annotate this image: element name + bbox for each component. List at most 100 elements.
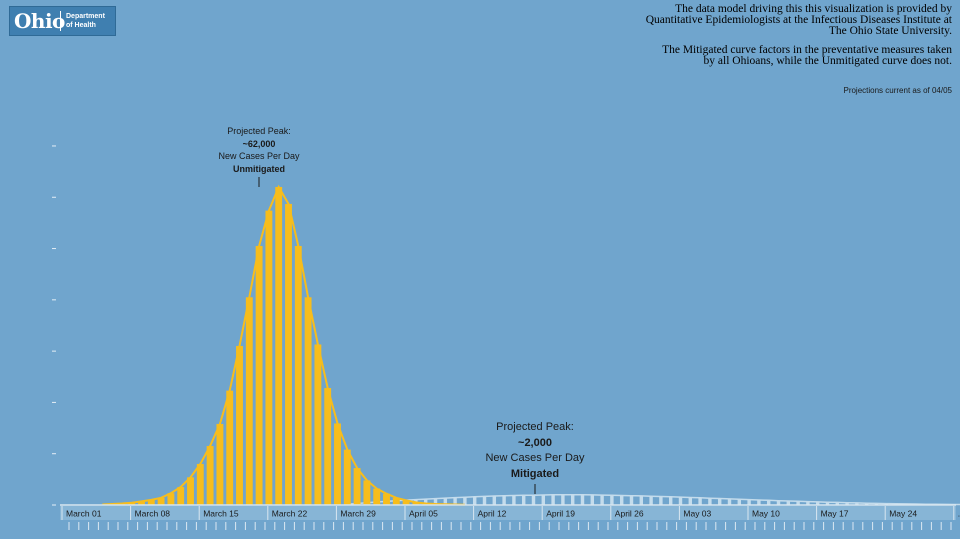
mitigated-ann-series: Mitigated bbox=[510, 467, 560, 480]
logo-text: Department of Health bbox=[66, 12, 105, 30]
x-axis-labels: March 01 March 08 March 15 March 22 March 29… bbox=[61, 506, 960, 520]
bar-mitigated bbox=[855, 502, 859, 505]
bar-mitigated bbox=[825, 502, 830, 505]
bar-mitigated bbox=[786, 500, 791, 505]
logo-divider bbox=[60, 11, 61, 31]
unmitigated-ann-heading: Projected Peak: bbox=[227, 126, 291, 136]
bar-unmitigated bbox=[177, 487, 185, 505]
x-tick-label: April 26 bbox=[615, 509, 644, 519]
bar-mitigated bbox=[776, 500, 781, 505]
bar-mitigated bbox=[737, 499, 742, 505]
bar-unmitigated bbox=[255, 245, 263, 505]
x-tick-label: April 12 bbox=[478, 509, 507, 519]
bar-unmitigated bbox=[157, 497, 165, 505]
bar-unmitigated bbox=[343, 449, 351, 505]
mitigated-ann-heading: Projected Peak: bbox=[496, 421, 574, 433]
bar-unmitigated bbox=[226, 390, 234, 505]
bar-unmitigated bbox=[138, 501, 145, 505]
bar-mitigated bbox=[639, 495, 644, 505]
bar-mitigated bbox=[600, 495, 604, 505]
bar-mitigated bbox=[541, 494, 546, 505]
bar-mitigated bbox=[482, 496, 487, 505]
bar-unmitigated bbox=[383, 493, 390, 505]
bar-unmitigated bbox=[196, 463, 204, 505]
mitigated-curve bbox=[347, 493, 960, 506]
bar-mitigated bbox=[472, 496, 477, 505]
bar-mitigated bbox=[463, 497, 467, 505]
bar-unmitigated bbox=[285, 203, 292, 505]
x-tick-label: March 08 bbox=[135, 509, 171, 519]
bar-mitigated bbox=[698, 497, 702, 505]
bar-mitigated bbox=[727, 498, 732, 505]
bar-mitigated bbox=[649, 496, 653, 505]
bar-mitigated bbox=[531, 495, 536, 505]
bar-mitigated bbox=[551, 494, 555, 505]
x-axis-minor-ticks bbox=[68, 522, 952, 530]
bar-unmitigated bbox=[363, 480, 371, 505]
x-tick-label: March 01 bbox=[66, 509, 102, 519]
bar-mitigated bbox=[610, 495, 614, 505]
projections-as-of: Projections current as of 04/05 bbox=[843, 86, 952, 95]
bar-mitigated bbox=[766, 500, 771, 505]
note-mitigated-line-2: by all Ohioans, while the Unmitigated cu… bbox=[703, 55, 952, 67]
logo-line-department: Department bbox=[66, 13, 105, 20]
bar-mitigated bbox=[796, 501, 800, 505]
unmitigated-peak-annotation: Projected Peak: ~62,000 New Cases Per Da… bbox=[199, 125, 319, 175]
bar-mitigated bbox=[619, 495, 624, 505]
bar-mitigated bbox=[423, 499, 428, 505]
bar-mitigated bbox=[580, 494, 585, 505]
bar-mitigated bbox=[502, 495, 506, 505]
bar-mitigated bbox=[845, 502, 849, 505]
bar-unmitigated bbox=[294, 245, 302, 505]
bar-unmitigated bbox=[187, 477, 194, 505]
unmitigated-ann-unit: New Cases Per Day bbox=[218, 151, 300, 161]
bar-mitigated bbox=[492, 496, 497, 505]
bar-mitigated bbox=[678, 497, 683, 505]
note-mitigated-line-1: The Mitigated curve factors in the preve… bbox=[662, 44, 952, 56]
bar-mitigated bbox=[688, 497, 693, 505]
bar-unmitigated bbox=[353, 468, 361, 505]
bar-mitigated bbox=[453, 497, 457, 505]
bar-mitigated bbox=[864, 503, 869, 505]
unmitigated-curve bbox=[102, 184, 465, 506]
bar-unmitigated bbox=[245, 297, 253, 505]
bar-mitigated bbox=[757, 499, 761, 505]
bar-mitigated bbox=[874, 503, 879, 505]
bar-mitigated bbox=[629, 495, 634, 505]
unmitigated-ann-value: ~62,000 bbox=[242, 138, 276, 149]
bar-mitigated bbox=[815, 501, 820, 505]
model-notes: The data model driving this this visuali… bbox=[532, 3, 952, 75]
bar-mitigated bbox=[708, 498, 712, 505]
note-source-line-3: The Ohio State University. bbox=[828, 25, 952, 37]
ohio-department-of-health-logo[interactable]: Ohio Department of Health bbox=[9, 6, 116, 36]
bar-unmitigated bbox=[167, 493, 175, 505]
bar-unmitigated bbox=[392, 497, 400, 505]
bar-unmitigated bbox=[275, 187, 283, 505]
bar-mitigated bbox=[590, 494, 595, 505]
bar-mitigated bbox=[835, 502, 840, 505]
x-tick-label: March 29 bbox=[340, 509, 376, 519]
bar-unmitigated bbox=[206, 446, 214, 505]
bar-mitigated bbox=[717, 498, 722, 505]
bar-unmitigated bbox=[402, 500, 410, 505]
bar-unmitigated bbox=[314, 344, 322, 505]
note-source-line-1: The data model driving this this visuali… bbox=[675, 3, 952, 15]
bar-mitigated bbox=[521, 495, 526, 505]
mitigated-ann-unit: New Cases Per Day bbox=[485, 452, 585, 464]
bar-mitigated bbox=[512, 495, 516, 505]
x-tick-label: April 19 bbox=[546, 509, 575, 519]
mitigated-peak-annotation: Projected Peak: ~2,000 New Cases Per Day… bbox=[470, 420, 600, 482]
bar-unmitigated bbox=[304, 297, 312, 505]
bar-unmitigated bbox=[412, 502, 420, 505]
bar-unmitigated bbox=[334, 423, 341, 505]
x-tick-label: May 17 bbox=[821, 509, 849, 519]
x-tick-label: May 10 bbox=[752, 509, 780, 519]
bar-unmitigated bbox=[236, 346, 243, 505]
bar-mitigated bbox=[659, 496, 663, 505]
bar-unmitigated bbox=[147, 499, 155, 505]
bar-mitigated bbox=[433, 498, 438, 505]
bar-mitigated bbox=[747, 499, 751, 505]
x-axis-band bbox=[60, 506, 956, 520]
x-tick-label: May 24 bbox=[889, 509, 917, 519]
